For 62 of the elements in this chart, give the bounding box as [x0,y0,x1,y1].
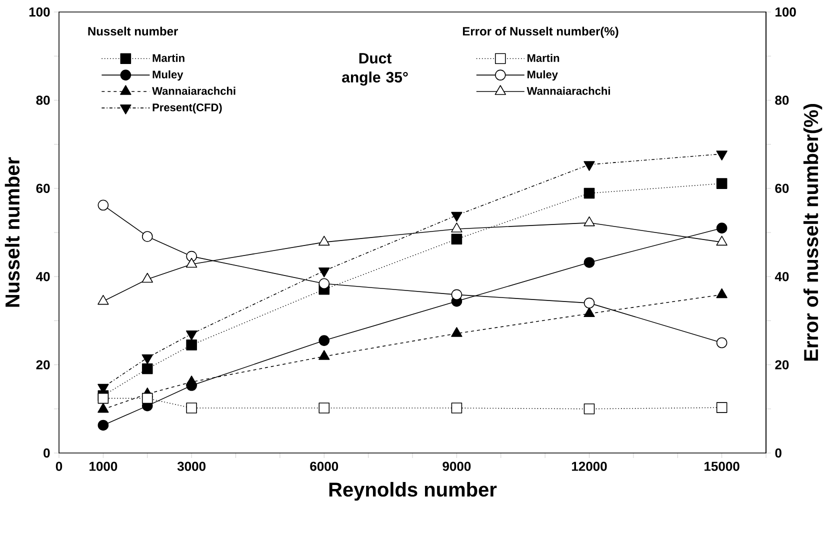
legend-label: Present(CFD) [152,103,222,114]
point [98,420,109,431]
point [98,402,109,413]
point [584,307,595,318]
y2-tick-label: 40 [774,272,789,282]
point [451,289,462,300]
point [451,212,462,222]
legend-label: Muley [152,70,184,81]
legend-label: Muley [528,70,558,81]
point [186,258,198,268]
y-tick-label: 20 [36,360,50,370]
point [318,335,330,346]
point [584,161,595,171]
point [318,267,330,278]
point [716,178,728,189]
point [186,340,197,350]
point [716,222,728,234]
x-tick-label: 3000 [177,462,206,471]
x-axis-title: Reynolds number [329,482,497,501]
x-tick-label: 1000 [90,462,118,471]
y2-tick-label: 100 [776,7,796,17]
legend-label: Wannaiarachchi [152,86,236,95]
y2-tick-label: 20 [775,360,789,370]
point [584,216,595,226]
point [716,150,728,160]
x-tick-label: 15000 [704,462,740,471]
point [98,392,109,404]
point [318,350,330,360]
point [186,376,198,386]
point [584,188,595,199]
y2-tick-label: 80 [775,96,789,105]
x-tick-label: 0 [56,462,62,471]
y-tick-label: 0 [44,448,50,458]
point [98,294,109,305]
point [584,257,595,268]
y-tick-label: 60 [36,184,50,193]
point [142,363,153,374]
x-tick-label: 12000 [572,462,607,471]
annotation: Duct angle 35° [342,53,408,86]
point [142,392,153,404]
point [142,272,153,283]
point [716,288,728,298]
legend-label: Martin [152,54,184,62]
y2-tick-label: 60 [775,184,789,193]
y-axis-title: Nusselt number [4,157,20,307]
x-tick-label: 6000 [310,462,338,471]
point [451,222,462,232]
point [318,278,330,290]
y-tick-label: 100 [29,7,50,17]
y-tick-label: 80 [36,96,50,105]
y2-tick-label: 0 [775,448,782,458]
legend-label: Martin [528,54,560,62]
point [318,236,330,246]
legend-title: Nusselt number [88,26,178,36]
y-tick-label: 40 [36,272,50,282]
x-tick-label: 9000 [442,462,471,471]
legend-label: Wannaiarachchi [526,86,610,95]
annotation: Error of Nusselt number(%) [462,26,618,38]
point [451,234,462,245]
y2-axis-title: Error of nusselt number(%) [803,104,822,361]
point [716,236,728,246]
point [451,327,462,337]
